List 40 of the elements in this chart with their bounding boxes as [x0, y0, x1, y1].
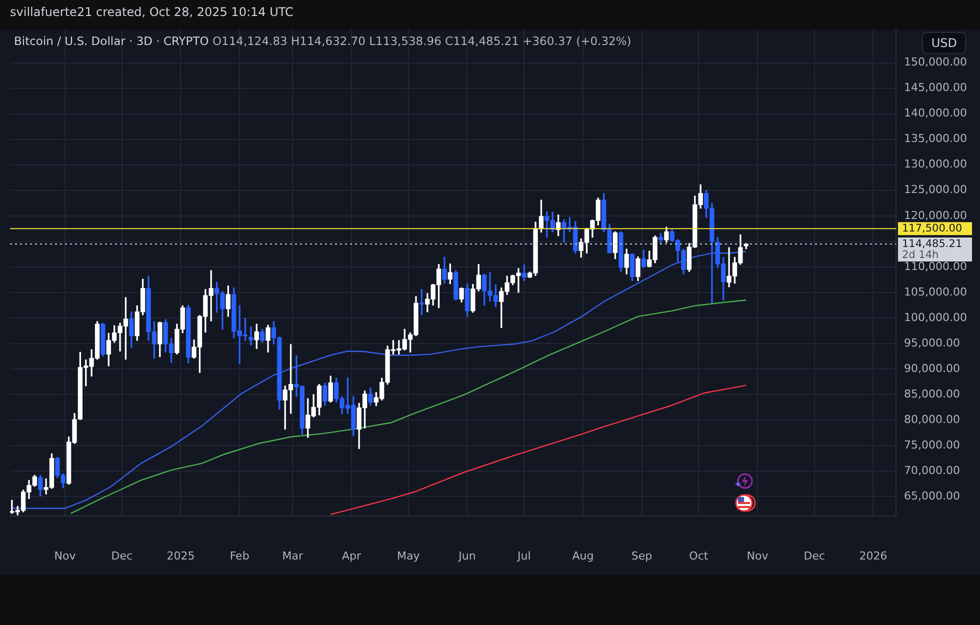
y-tick-label: 110,000.00 — [904, 260, 967, 273]
x-tick-label: Jul — [516, 549, 531, 562]
y-tick-label: 95,000.00 — [904, 336, 960, 350]
candlestick — [248, 326, 254, 346]
y-tick-label: 90,000.00 — [904, 362, 960, 375]
y-tick-label: 65,000.00 — [904, 489, 960, 502]
ref-line-label: 114,485.21 — [902, 238, 962, 250]
x-tick-label: Nov — [746, 549, 769, 562]
x-tick-label: Jun — [458, 549, 476, 562]
y-tick-label: 135,000.00 — [904, 132, 967, 146]
x-tick-label: Mar — [282, 549, 304, 562]
y-tick-label: 80,000.00 — [904, 412, 960, 426]
x-tick-label: Nov — [54, 549, 76, 562]
text: svillafuerte21 created, Oct 28, 2025 10:14 UTC — [10, 5, 294, 19]
x-tick-label: Dec — [111, 549, 133, 562]
y-tick-label: 145,000.00 — [904, 81, 967, 94]
y-tick-label: 130,000.00 — [904, 158, 967, 171]
y-tick-label: 140,000.00 — [904, 106, 967, 120]
x-tick-label: Apr — [342, 549, 362, 562]
y-tick-label: 70,000.00 — [904, 464, 960, 477]
x-tick-label: Feb — [230, 549, 250, 562]
y-tick-label: 125,000.00 — [904, 183, 967, 196]
y-axis-title: USD — [922, 32, 966, 54]
x-tick-label: Oct — [689, 549, 709, 562]
text: 2d 14h — [902, 248, 939, 261]
x-tick-label: 2025 — [166, 549, 195, 562]
y-tick-label: 75,000.00 — [904, 438, 960, 452]
y-tick-label: 105,000.00 — [904, 285, 967, 298]
chart-title: Bitcoin / U.S. Dollar · 3D · CRYPTO — [14, 34, 209, 48]
x-tick-label: May — [397, 549, 420, 562]
y-tick-label: 85,000.00 — [904, 387, 960, 400]
ref-line-label: 117,500.00 — [902, 222, 962, 234]
y-tick-label: 150,000.00 — [904, 56, 967, 69]
x-tick-label: Dec — [804, 549, 826, 562]
x-tick-label: Aug — [572, 549, 594, 562]
y-tick-label: 100,000.00 — [904, 310, 967, 324]
chart-subtitle: O114,124.83 H114,632.70 L113,538.96 C114,485.21 +360.37 (+0.32%) — [212, 34, 632, 48]
x-tick-label: Sep — [631, 549, 652, 562]
x-tick-label: 2026 — [859, 549, 888, 562]
y-tick-label: 120,000.00 — [904, 208, 967, 222]
